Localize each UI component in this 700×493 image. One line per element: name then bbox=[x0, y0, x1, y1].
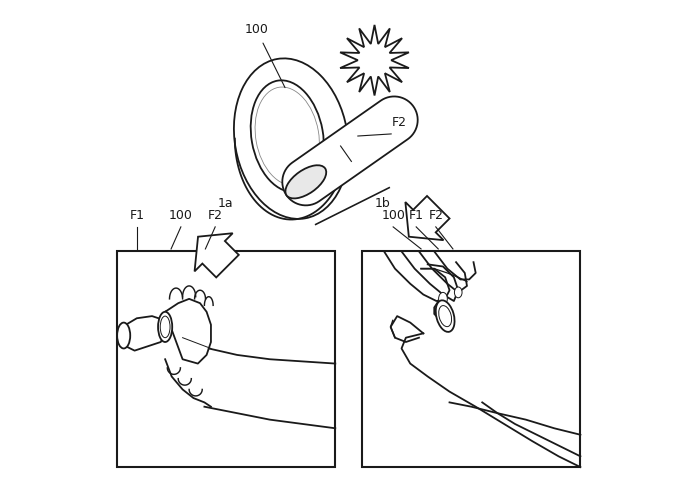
Text: 100: 100 bbox=[382, 209, 405, 222]
Ellipse shape bbox=[160, 316, 170, 338]
Bar bbox=[117, 251, 335, 467]
Ellipse shape bbox=[439, 306, 452, 327]
Text: 100: 100 bbox=[169, 209, 192, 222]
Text: F1: F1 bbox=[409, 209, 423, 222]
Text: 1b: 1b bbox=[374, 197, 391, 210]
Ellipse shape bbox=[234, 58, 349, 219]
Text: F2: F2 bbox=[428, 209, 443, 222]
Ellipse shape bbox=[255, 87, 319, 185]
Text: 100: 100 bbox=[245, 23, 269, 35]
Text: F2: F2 bbox=[391, 116, 407, 129]
Polygon shape bbox=[282, 97, 418, 206]
Ellipse shape bbox=[454, 287, 462, 298]
Polygon shape bbox=[405, 196, 449, 240]
Bar bbox=[363, 251, 580, 467]
Ellipse shape bbox=[435, 300, 454, 332]
Ellipse shape bbox=[158, 312, 172, 342]
Text: F2: F2 bbox=[208, 209, 223, 222]
Polygon shape bbox=[195, 233, 239, 278]
Text: F1: F1 bbox=[130, 209, 144, 222]
Ellipse shape bbox=[439, 292, 447, 305]
Polygon shape bbox=[340, 25, 409, 96]
Ellipse shape bbox=[117, 322, 130, 349]
Ellipse shape bbox=[286, 165, 326, 198]
Ellipse shape bbox=[251, 80, 324, 192]
Text: 1a: 1a bbox=[218, 197, 233, 210]
